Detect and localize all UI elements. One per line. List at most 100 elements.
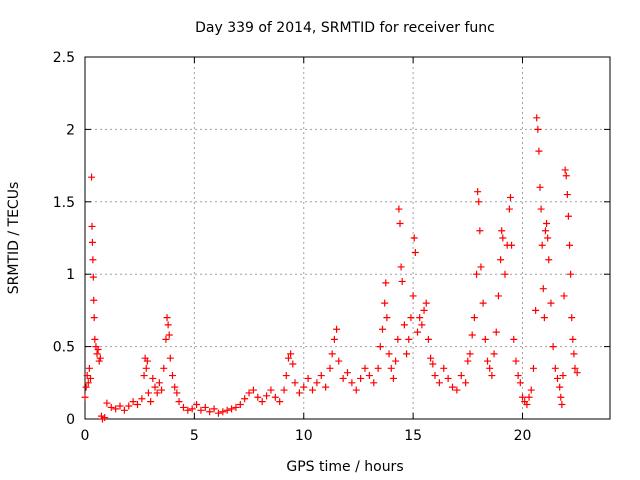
data-point [549, 343, 557, 351]
data-point [534, 125, 542, 133]
data-point [317, 372, 325, 380]
data-point [164, 321, 172, 329]
data-point [392, 357, 400, 365]
data-point [453, 386, 461, 394]
data-point [103, 399, 111, 407]
data-point [396, 220, 404, 228]
chart-title: Day 339 of 2014, SRMTID for receiver fun… [195, 20, 495, 36]
data-point [435, 379, 443, 387]
data-point [91, 335, 99, 343]
data-point [506, 193, 514, 201]
data-point [505, 205, 513, 213]
data-point [304, 374, 312, 382]
data-point [561, 166, 569, 174]
y-tick-label: 1.5 [53, 195, 75, 211]
y-axis-label: SRMTID / TECUs [6, 182, 22, 295]
data-point [223, 406, 231, 414]
data-point [405, 335, 413, 343]
data-point [86, 374, 94, 382]
data-point [193, 401, 201, 409]
data-point [160, 364, 168, 372]
data-point [539, 285, 547, 293]
data-point [210, 405, 218, 413]
data-point [201, 403, 209, 411]
data-point [313, 379, 321, 387]
data-point [295, 389, 303, 397]
data-point [383, 314, 391, 322]
data-point [481, 335, 489, 343]
data-point [333, 325, 341, 333]
data-point [374, 364, 382, 372]
data-point [540, 314, 548, 322]
data-point [568, 314, 576, 322]
data-point [476, 227, 484, 235]
data-point [175, 398, 183, 406]
data-point [400, 321, 408, 329]
data-point [280, 386, 288, 394]
data-point [431, 372, 439, 380]
axis-ticks: 0 5 10 15 20 0 0.5 1 1.5 2 2.5 [53, 50, 610, 444]
data-point [488, 372, 496, 380]
data-point [510, 335, 518, 343]
data-point [129, 398, 137, 406]
data-point [414, 328, 421, 336]
data-point [179, 403, 187, 411]
data-point [173, 389, 181, 397]
y-tick-label: 0.5 [53, 340, 75, 356]
data-point [416, 314, 424, 322]
data-point [395, 205, 403, 213]
data-point [397, 263, 405, 271]
data-point [140, 372, 148, 380]
data-point [370, 379, 378, 387]
x-tick-label: 10 [295, 428, 313, 444]
data-point [88, 238, 96, 246]
data-point [409, 292, 417, 300]
data-point [89, 256, 97, 264]
data-point [300, 383, 308, 391]
data-point [344, 369, 351, 377]
data-point [144, 389, 152, 397]
data-point [560, 292, 568, 300]
data-point [558, 401, 566, 409]
data-point [556, 383, 564, 391]
data-point [473, 270, 481, 278]
data-point [357, 374, 365, 382]
data-point [566, 241, 574, 249]
data-point [206, 408, 214, 416]
data-point [158, 386, 166, 394]
data-point [381, 299, 389, 307]
data-point [492, 328, 500, 336]
data-point [468, 331, 476, 339]
data-point [477, 263, 485, 271]
data-point [197, 406, 205, 414]
data-point [541, 227, 549, 235]
data-point [328, 350, 336, 358]
data-point [93, 350, 101, 358]
data-point [529, 364, 537, 372]
data-point [547, 299, 555, 307]
data-point [570, 350, 578, 358]
data-point [379, 325, 386, 333]
data-point [82, 383, 90, 391]
data-point [486, 364, 494, 372]
data-point [267, 386, 275, 394]
data-point [335, 357, 343, 365]
data-point [151, 383, 159, 391]
data-point [89, 273, 97, 281]
data-point [398, 277, 406, 285]
data-point [309, 386, 316, 394]
data-point [162, 335, 170, 343]
data-point [284, 354, 292, 362]
data-point [142, 364, 150, 372]
data-point [440, 364, 448, 372]
data-point [394, 335, 402, 343]
data-point [497, 256, 505, 264]
data-point [169, 372, 176, 380]
data-point [219, 408, 227, 416]
x-tick-label: 15 [404, 428, 422, 444]
x-tick-label: 20 [514, 428, 532, 444]
data-point [171, 383, 179, 391]
data-point [163, 314, 171, 322]
data-point [429, 360, 437, 368]
data-point [499, 234, 507, 242]
